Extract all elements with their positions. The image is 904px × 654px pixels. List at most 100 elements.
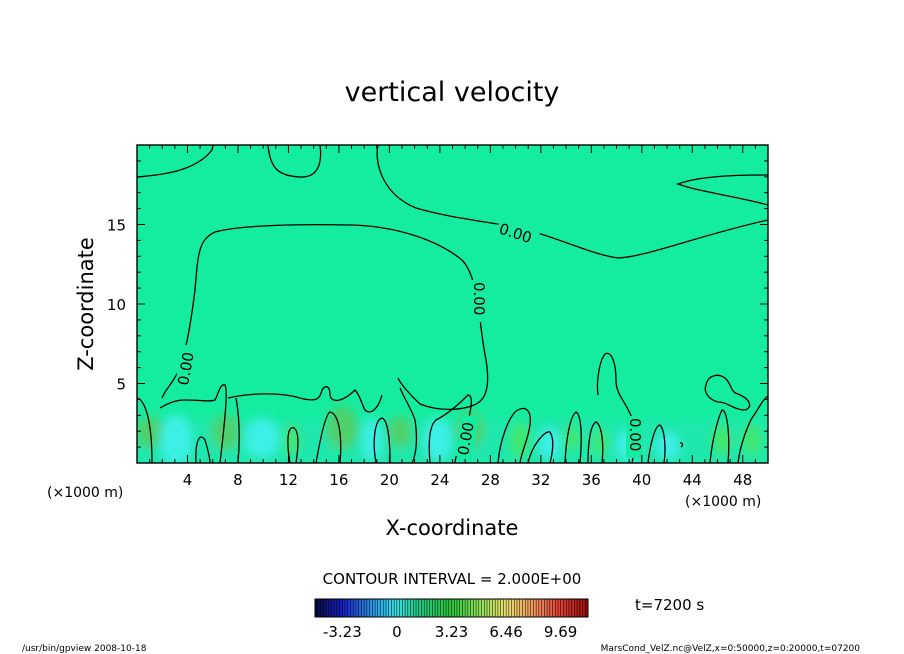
colorbar-cell xyxy=(424,599,428,617)
time-text: t=7200 s xyxy=(635,596,704,614)
colorbar-cell xyxy=(435,599,439,617)
colorbar-cell xyxy=(448,599,452,617)
colorbar-cell xyxy=(489,599,493,617)
colorbar-cell xyxy=(399,599,403,617)
colorbar-cell xyxy=(497,599,501,617)
colorbar-cell xyxy=(388,599,392,617)
colorbar-cell xyxy=(527,599,531,617)
colorbar-cell xyxy=(514,599,518,617)
colorbar-cell xyxy=(407,599,411,617)
colorbar-cell xyxy=(416,599,420,617)
colorbar-cell xyxy=(454,599,458,617)
colorbar-cell xyxy=(369,599,373,617)
x-axis: 4 8 12 16 20 24 28 32 36 40 44 48 xyxy=(149,145,756,489)
colorbar-cell xyxy=(495,599,499,617)
colorbar-cell xyxy=(476,599,480,617)
colorbar-cell xyxy=(342,599,346,617)
colorbar-cell xyxy=(574,599,578,617)
colorbar-tick-label: 9.69 xyxy=(544,623,577,641)
colorbar-cell xyxy=(377,599,381,617)
shading-layer xyxy=(137,406,768,463)
colorbar-cell xyxy=(405,599,409,617)
colorbar-cell xyxy=(481,599,485,617)
colorbar-cell xyxy=(506,599,510,617)
colorbar-cell xyxy=(325,599,329,617)
x-axis-unit: (×1000 m) xyxy=(685,494,761,510)
colorbar-cell xyxy=(579,599,583,617)
colorbar-cell xyxy=(577,599,581,617)
colorbar-cell xyxy=(358,599,362,617)
contour-label-right: 0.00 xyxy=(470,282,488,315)
colorbar-cell xyxy=(446,599,450,617)
colorbar-cell xyxy=(465,599,469,617)
x-tick-label: 8 xyxy=(233,471,243,489)
colorbar-cell xyxy=(336,599,340,617)
colorbar-cell xyxy=(320,599,324,617)
colorbar-cell xyxy=(522,599,526,617)
colorbar-cell xyxy=(443,599,447,617)
y-axis-unit: (×1000 m) xyxy=(47,485,123,501)
colorbar-cell xyxy=(383,599,387,617)
colorbar-tick-label: 0 xyxy=(392,623,402,641)
colorbar-cell xyxy=(437,599,441,617)
contour-label-left: 0.00 xyxy=(174,351,198,387)
colorbar-cell xyxy=(429,599,433,617)
x-tick-label: 40 xyxy=(632,471,651,489)
colorbar-cell xyxy=(511,599,515,617)
colorbar-cell xyxy=(486,599,491,617)
colorbar-cell xyxy=(544,599,548,617)
colorbar-cell xyxy=(366,599,370,617)
colorbar-cell xyxy=(410,599,414,617)
colorbar-tick-label: -3.23 xyxy=(323,623,362,641)
x-tick-label: 28 xyxy=(481,471,500,489)
colorbar-cell xyxy=(470,599,474,617)
contour-labels: 0.00 0.00 0.00 0.00 0.00 xyxy=(174,220,644,459)
chart-title: vertical velocity xyxy=(345,77,560,108)
contour-label-bottom-right: 0.00 xyxy=(626,418,644,451)
colorbar-cell xyxy=(555,599,559,617)
colorbar-cell xyxy=(402,599,406,617)
colorbar-cell xyxy=(380,599,384,617)
y-axis-label: Z-coordinate xyxy=(74,237,98,371)
colorbar-cell xyxy=(560,599,564,617)
colorbar-cell xyxy=(538,599,542,617)
colorbar-cell xyxy=(456,599,460,617)
colorbar-ticks: -3.23 0 3.23 6.46 9.69 xyxy=(323,623,577,641)
x-tick-label: 12 xyxy=(279,471,298,489)
y-tick-label: 5 xyxy=(116,376,126,394)
contour-interval-text: CONTOUR INTERVAL = 2.000E+00 xyxy=(323,570,582,588)
colorbar-cell xyxy=(549,599,553,617)
colorbar-cell xyxy=(317,599,321,617)
colorbar-cell xyxy=(566,599,570,617)
colorbar-cell xyxy=(339,599,343,617)
colorbar-cell xyxy=(355,599,359,617)
colorbar-cell xyxy=(426,599,430,617)
y-tick-label: 15 xyxy=(107,217,126,235)
colorbar-cell xyxy=(552,599,556,617)
colorbar-tick-label: 6.46 xyxy=(489,623,522,641)
x-axis-label: X-coordinate xyxy=(386,516,519,540)
colorbar-cell xyxy=(571,599,575,617)
colorbar xyxy=(314,598,589,618)
colorbar-cell xyxy=(484,599,488,617)
colorbar-cell xyxy=(334,599,338,617)
x-tick-label: 44 xyxy=(683,471,702,489)
colorbar-cell xyxy=(396,599,400,617)
colorbar-cell xyxy=(547,599,551,617)
colorbar-cell xyxy=(413,599,417,617)
contour-lines xyxy=(137,145,768,463)
colorbar-cell xyxy=(347,599,351,617)
contour-label-bottom-mid: 0.00 xyxy=(454,421,478,457)
colorbar-cell xyxy=(536,599,540,617)
colorbar-cell xyxy=(375,599,379,617)
colorbar-cell xyxy=(492,599,496,617)
x-tick-label: 20 xyxy=(380,471,399,489)
colorbar-cell xyxy=(323,599,327,617)
contour-line-surface-cells xyxy=(137,352,768,463)
colorbar-cell xyxy=(478,599,482,617)
colorbar-cell xyxy=(541,599,545,617)
colorbar-cell xyxy=(345,599,349,617)
colorbar-cell xyxy=(462,599,466,617)
plot-background xyxy=(137,145,768,463)
